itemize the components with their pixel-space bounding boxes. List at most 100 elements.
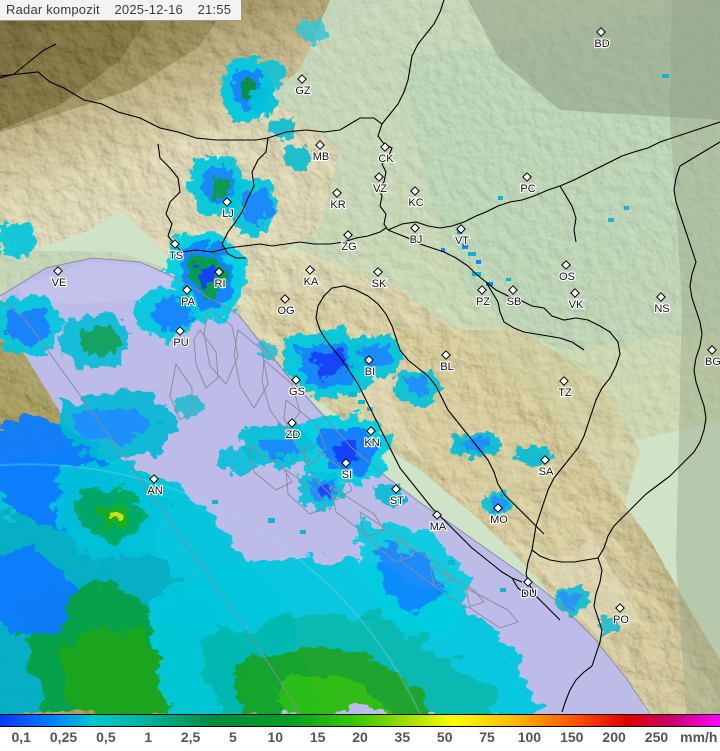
city-diamond-icon — [170, 239, 180, 249]
legend-tick-7: 15 — [309, 729, 326, 745]
city-marker-pu[interactable]: PU — [172, 326, 190, 350]
city-diamond-icon — [493, 503, 503, 513]
city-diamond-icon — [373, 267, 383, 277]
city-diamond-icon — [456, 224, 466, 234]
city-label: AN — [147, 485, 162, 497]
city-label: PO — [613, 614, 629, 626]
city-marker-os[interactable]: OS — [558, 260, 576, 284]
city-diamond-icon — [366, 426, 376, 436]
legend-tick-11: 75 — [479, 729, 495, 745]
city-marker-ns[interactable]: NS — [653, 292, 671, 316]
product-label: Radar kompozit — [6, 2, 100, 17]
city-marker-gs[interactable]: GS — [288, 375, 306, 399]
city-diamond-icon — [380, 142, 390, 152]
city-marker-bd[interactable]: BD — [593, 27, 611, 51]
city-label: SB — [507, 296, 522, 308]
city-marker-gz[interactable]: GZ — [294, 74, 312, 98]
city-label: VK — [569, 299, 584, 311]
city-diamond-icon — [287, 418, 297, 428]
city-diamond-icon — [280, 294, 290, 304]
city-diamond-icon — [305, 265, 315, 275]
city-marker-kr[interactable]: KR — [329, 188, 347, 212]
city-diamond-icon — [332, 188, 342, 198]
city-label: OS — [559, 271, 575, 283]
city-diamond-icon — [364, 355, 374, 365]
city-diamond-icon — [315, 140, 325, 150]
radar-map[interactable]: BD GZ MB CK VZ KR KC PC LJ ZG BJ VT TS KA SK OS VE RI PA OG… — [0, 0, 720, 714]
city-diamond-icon — [615, 603, 625, 613]
city-marker-lj[interactable]: LJ — [221, 197, 235, 221]
city-label: MO — [490, 514, 508, 526]
city-marker-pz[interactable]: PZ — [475, 285, 491, 309]
city-marker-mb[interactable]: MB — [312, 140, 330, 164]
city-marker-vz[interactable]: VZ — [372, 172, 388, 196]
city-marker-ve[interactable]: VE — [51, 266, 67, 290]
city-label: PU — [173, 337, 188, 349]
coastline-layer — [0, 257, 651, 714]
legend-tick-15: 250 — [644, 729, 669, 745]
precipitation-layer — [0, 18, 669, 714]
city-marker-sa[interactable]: SA — [538, 455, 555, 479]
city-marker-st[interactable]: ST — [389, 484, 405, 508]
city-label: VE — [52, 277, 67, 289]
legend-tick-10: 50 — [436, 729, 453, 745]
city-label: MA — [430, 521, 447, 533]
city-diamond-icon — [540, 455, 550, 465]
city-label: BL — [440, 361, 453, 373]
city-marker-ri[interactable]: RI — [213, 267, 227, 291]
city-marker-ka[interactable]: KA — [303, 265, 320, 289]
city-label: SI — [342, 469, 352, 481]
city-marker-vk[interactable]: VK — [568, 288, 585, 312]
city-diamond-icon — [596, 27, 606, 37]
city-diamond-icon — [391, 484, 401, 494]
legend-tick-3: 1 — [144, 729, 153, 745]
city-marker-zd[interactable]: ZD — [285, 418, 301, 442]
city-label: DU — [521, 588, 537, 600]
legend-tick-1: 0,25 — [49, 729, 78, 745]
city-marker-ts[interactable]: TS — [168, 239, 184, 263]
city-marker-kn[interactable]: KN — [363, 426, 381, 450]
legend-tick-4: 2,5 — [180, 729, 201, 745]
city-layer[interactable]: BD GZ MB CK VZ KR KC PC LJ ZG BJ VT TS KA SK OS VE RI PA OG… — [51, 27, 720, 627]
city-marker-si[interactable]: SI — [341, 458, 353, 482]
city-diamond-icon — [508, 285, 518, 295]
city-marker-bl[interactable]: BL — [439, 350, 455, 374]
city-marker-tz[interactable]: TZ — [557, 376, 573, 400]
city-marker-du[interactable]: DU — [520, 577, 538, 601]
city-marker-zg[interactable]: ZG — [340, 230, 358, 254]
city-marker-sk[interactable]: SK — [371, 267, 388, 291]
date-label: 2025-12-16 — [114, 2, 183, 17]
city-marker-an[interactable]: AN — [146, 474, 164, 498]
legend-tick-9: 35 — [394, 729, 411, 745]
city-label: BJ — [410, 234, 423, 246]
city-diamond-icon — [291, 375, 301, 385]
city-marker-og[interactable]: OG — [276, 294, 296, 318]
city-diamond-icon — [477, 285, 487, 295]
city-diamond-icon — [222, 197, 232, 207]
city-marker-bi[interactable]: BI — [364, 355, 376, 379]
city-diamond-icon — [570, 288, 580, 298]
city-label: KR — [330, 199, 345, 211]
city-marker-pa[interactable]: PA — [180, 285, 197, 309]
city-marker-ck[interactable]: CK — [377, 142, 395, 166]
city-marker-pc[interactable]: PC — [519, 172, 537, 196]
city-marker-po[interactable]: PO — [612, 603, 630, 627]
city-label: SA — [539, 466, 554, 478]
map-title-bar: Radar kompozit 2025-12-16 21:55 — [0, 0, 243, 21]
city-label: ST — [390, 495, 404, 507]
city-marker-bg[interactable]: BG — [704, 345, 720, 369]
city-label: SK — [372, 278, 387, 290]
legend-unit: mm/h — [680, 729, 718, 745]
city-marker-sb[interactable]: SB — [506, 285, 522, 309]
city-label: GZ — [295, 85, 311, 97]
city-label: ZD — [286, 429, 301, 441]
city-label: VT — [455, 235, 469, 247]
city-diamond-icon — [53, 266, 63, 276]
city-marker-kc[interactable]: KC — [407, 186, 425, 210]
city-marker-ma[interactable]: MA — [429, 510, 448, 534]
city-marker-mo[interactable]: MO — [489, 503, 509, 527]
city-marker-bj[interactable]: BJ — [408, 223, 424, 247]
city-diamond-icon — [441, 350, 451, 360]
city-diamond-icon — [561, 260, 571, 270]
city-marker-vt[interactable]: VT — [454, 224, 470, 248]
